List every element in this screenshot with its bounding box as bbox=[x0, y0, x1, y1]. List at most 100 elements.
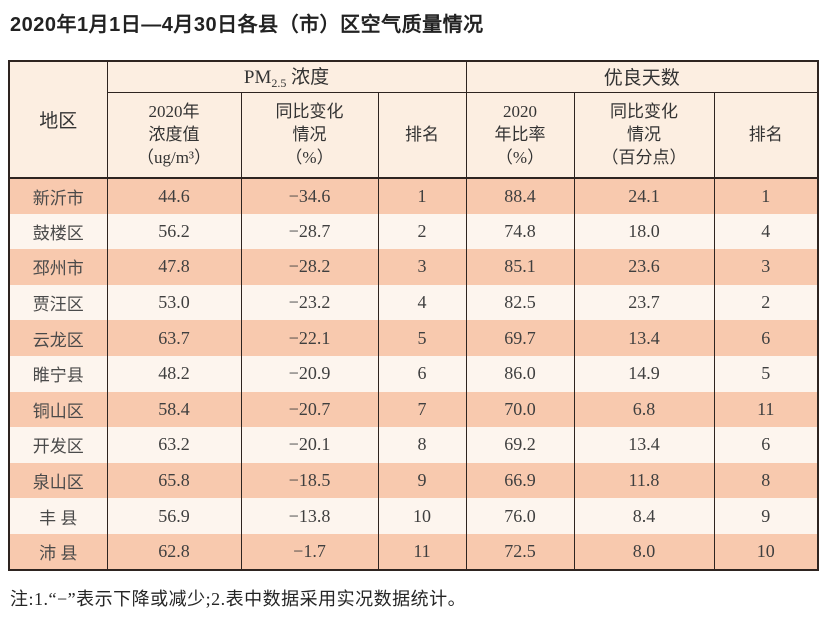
good-rank-cell: 11 bbox=[713, 391, 819, 428]
region-cell: 沛 县 bbox=[8, 533, 108, 570]
column-header-pm-rank: 排名 bbox=[377, 91, 467, 179]
table-row: 沛 县 62.8 −1.7 11 72.5 8.0 10 bbox=[8, 533, 819, 570]
column-header-good-change: 同比变化 情况 （百分点） bbox=[573, 91, 715, 179]
pm-change-cell: −22.1 bbox=[240, 320, 379, 356]
pm-change-cell: −20.7 bbox=[240, 391, 379, 428]
pm-rank-cell: 3 bbox=[377, 249, 467, 285]
header-group-row: 地区 PM2.5 浓度 优良天数 bbox=[8, 60, 819, 179]
pm-change-cell: −23.2 bbox=[240, 284, 379, 321]
pm-rank-cell: 6 bbox=[377, 355, 467, 392]
pm-value-cell: 47.8 bbox=[106, 249, 242, 285]
good-rate-cell: 88.4 bbox=[465, 178, 575, 214]
column-header-pm-value: 2020年 浓度值 （ug/m³） bbox=[106, 91, 242, 179]
good-rank-cell: 4 bbox=[713, 213, 819, 250]
pm-rank-cell: 5 bbox=[377, 320, 467, 356]
table-row: 云龙区 63.7 −22.1 5 69.7 13.4 6 bbox=[8, 320, 819, 356]
good-rate-cell: 69.2 bbox=[465, 427, 575, 463]
pm-value-cell: 53.0 bbox=[106, 284, 242, 321]
pm-value-cell: 48.2 bbox=[106, 355, 242, 392]
good-rate-cell: 72.5 bbox=[465, 533, 575, 570]
good-rate-cell: 66.9 bbox=[465, 462, 575, 499]
good-rank-cell: 6 bbox=[713, 427, 819, 463]
pm-value-cell: 56.9 bbox=[106, 498, 242, 534]
good-change-cell: 11.8 bbox=[573, 462, 715, 499]
good-rank-cell: 10 bbox=[713, 533, 819, 570]
good-rate-cell: 85.1 bbox=[465, 249, 575, 285]
pm-rank-cell: 11 bbox=[377, 533, 467, 570]
header-sub-row: 2020年 浓度值 （ug/m³） 同比变化 情况 （%） 排名 2020 年比… bbox=[9, 91, 819, 179]
region-cell: 云龙区 bbox=[8, 320, 108, 356]
table-row: 鼓楼区 56.2 −28.7 2 74.8 18.0 4 bbox=[8, 213, 819, 250]
pm-change-cell: −28.2 bbox=[240, 249, 379, 285]
good-rate-cell: 69.7 bbox=[465, 320, 575, 356]
pm-rank-cell: 4 bbox=[377, 284, 467, 321]
table-header: 地区 PM2.5 浓度 优良天数 2020年 浓度值 （ug/m³） 同比变化 … bbox=[8, 60, 819, 179]
good-change-cell: 23.7 bbox=[573, 284, 715, 321]
good-change-cell: 18.0 bbox=[573, 213, 715, 250]
region-cell: 贾汪区 bbox=[8, 284, 108, 321]
region-cell: 新沂市 bbox=[8, 178, 108, 214]
region-cell: 泉山区 bbox=[8, 462, 108, 499]
good-rate-cell: 86.0 bbox=[465, 355, 575, 392]
good-change-cell: 13.4 bbox=[573, 427, 715, 463]
pm-rank-cell: 7 bbox=[377, 391, 467, 428]
pm-value-cell: 65.8 bbox=[106, 462, 242, 499]
pm-label-subscript: 2.5 bbox=[271, 76, 287, 91]
pm-change-cell: −1.7 bbox=[240, 533, 379, 570]
pm-value-cell: 63.7 bbox=[106, 320, 242, 356]
footnote: 注:1.“−”表示下降或减少;2.表中数据采用实况数据统计。 bbox=[10, 588, 467, 609]
column-header-good-rate: 2020 年比率 （%） bbox=[465, 91, 575, 179]
column-header-pm-change: 同比变化 情况 （%） bbox=[240, 91, 379, 179]
table-row: 贾汪区 53.0 −23.2 4 82.5 23.7 2 bbox=[8, 284, 819, 321]
pm-rank-cell: 1 bbox=[377, 178, 467, 214]
table-row: 铜山区 58.4 −20.7 7 70.0 6.8 11 bbox=[8, 391, 819, 428]
column-group-pm25: PM2.5 浓度 bbox=[106, 60, 467, 93]
region-cell: 邳州市 bbox=[8, 249, 108, 285]
region-cell: 鼓楼区 bbox=[8, 213, 108, 250]
pm-value-cell: 44.6 bbox=[106, 178, 242, 214]
region-cell: 铜山区 bbox=[8, 391, 108, 428]
good-rate-cell: 74.8 bbox=[465, 213, 575, 250]
table-row: 睢宁县 48.2 −20.9 6 86.0 14.9 5 bbox=[8, 355, 819, 392]
pm-label-prefix: PM bbox=[243, 67, 272, 89]
table-row: 丰 县 56.9 −13.8 10 76.0 8.4 9 bbox=[8, 498, 819, 534]
pm-label-suffix: 浓度 bbox=[286, 67, 330, 89]
pm-change-cell: −34.6 bbox=[240, 178, 379, 214]
pm-change-cell: −20.9 bbox=[240, 355, 379, 392]
pm-rank-cell: 9 bbox=[377, 462, 467, 499]
pm-rank-cell: 2 bbox=[377, 213, 467, 250]
region-cell: 开发区 bbox=[8, 427, 108, 463]
good-rate-cell: 70.0 bbox=[465, 391, 575, 428]
column-header-region: 地区 bbox=[8, 60, 108, 179]
pm-change-cell: −20.1 bbox=[240, 427, 379, 463]
table-row: 泉山区 65.8 −18.5 9 66.9 11.8 8 bbox=[8, 462, 819, 499]
air-quality-table: 地区 PM2.5 浓度 优良天数 2020年 浓度值 （ug/m³） 同比变化 … bbox=[8, 60, 819, 571]
pm-value-cell: 56.2 bbox=[106, 213, 242, 250]
good-change-cell: 24.1 bbox=[573, 178, 715, 214]
table-row: 开发区 63.2 −20.1 8 69.2 13.4 6 bbox=[8, 427, 819, 463]
pm-value-cell: 62.8 bbox=[106, 533, 242, 570]
good-rank-cell: 3 bbox=[713, 249, 819, 285]
column-header-good-rank: 排名 bbox=[713, 91, 819, 179]
good-rank-cell: 5 bbox=[713, 355, 819, 392]
pm-value-cell: 58.4 bbox=[106, 391, 242, 428]
pm-change-cell: −28.7 bbox=[240, 213, 379, 250]
good-change-cell: 8.0 bbox=[573, 533, 715, 570]
good-rate-cell: 76.0 bbox=[465, 498, 575, 534]
good-rank-cell: 8 bbox=[713, 462, 819, 499]
good-change-cell: 6.8 bbox=[573, 391, 715, 428]
region-cell: 睢宁县 bbox=[8, 355, 108, 392]
page-title: 2020年1月1日—4月30日各县（市）区空气质量情况 bbox=[10, 14, 484, 36]
good-rank-cell: 6 bbox=[713, 320, 819, 356]
table-row: 邳州市 47.8 −28.2 3 85.1 23.6 3 bbox=[8, 249, 819, 285]
column-group-good-days: 优良天数 bbox=[465, 60, 819, 93]
good-rank-cell: 1 bbox=[713, 178, 819, 214]
good-change-cell: 23.6 bbox=[573, 249, 715, 285]
good-rank-cell: 9 bbox=[713, 498, 819, 534]
good-change-cell: 8.4 bbox=[573, 498, 715, 534]
table-row: 新沂市 44.6 −34.6 1 88.4 24.1 1 bbox=[8, 178, 819, 214]
good-rank-cell: 2 bbox=[713, 284, 819, 321]
good-change-cell: 14.9 bbox=[573, 355, 715, 392]
pm-value-cell: 63.2 bbox=[106, 427, 242, 463]
